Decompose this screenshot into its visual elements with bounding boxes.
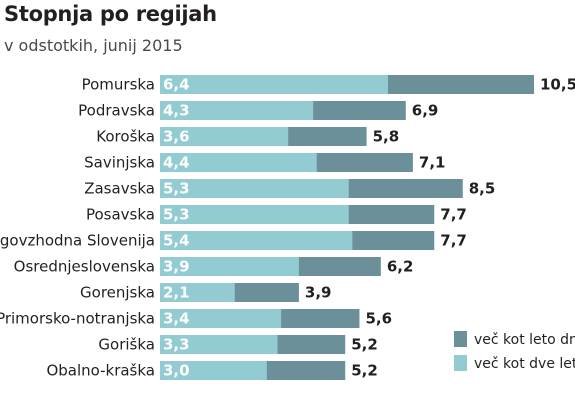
inner-value-label: 3,9 xyxy=(163,258,190,276)
inner-value-label: 5,3 xyxy=(163,206,190,224)
total-value-label: 10,5 xyxy=(540,76,575,94)
inner-value-label: 3,6 xyxy=(163,128,190,146)
legend-swatch-inner xyxy=(454,355,467,371)
total-value-label: 6,2 xyxy=(387,258,414,276)
bar-inner xyxy=(160,179,349,198)
category-label: Posavska xyxy=(86,206,155,224)
chart-title: Stopnja po regijah xyxy=(4,2,217,26)
total-value-label: 5,6 xyxy=(365,310,392,328)
inner-value-label: 2,1 xyxy=(163,284,190,302)
total-value-label: 3,9 xyxy=(305,284,332,302)
legend-swatch-total xyxy=(454,331,467,347)
total-value-label: 5,8 xyxy=(373,128,400,146)
inner-value-label: 6,4 xyxy=(163,76,190,94)
bar-inner xyxy=(160,153,317,172)
inner-value-label: 5,3 xyxy=(163,180,190,198)
category-label: Savinjska xyxy=(84,154,155,172)
total-value-label: 6,9 xyxy=(412,102,439,120)
category-label: Goriška xyxy=(98,336,155,354)
total-value-label: 7,7 xyxy=(440,232,467,250)
bar-inner xyxy=(160,335,278,354)
inner-value-label: 5,4 xyxy=(163,232,190,250)
inner-value-label: 3,0 xyxy=(163,362,190,380)
category-label: Podravska xyxy=(78,102,155,120)
inner-value-label: 4,4 xyxy=(163,154,190,172)
total-value-label: 7,7 xyxy=(440,206,467,224)
total-value-label: 5,2 xyxy=(351,336,378,354)
legend-label-total: več kot leto dni xyxy=(474,332,575,348)
bar-inner xyxy=(160,231,353,250)
category-label: Primorsko-notranjska xyxy=(0,310,155,328)
bar-inner xyxy=(160,257,299,276)
category-label: Zasavska xyxy=(84,180,155,198)
bar-inner xyxy=(160,205,349,224)
bar-inner xyxy=(160,283,235,302)
total-value-label: 7,1 xyxy=(419,154,446,172)
bar-inner xyxy=(160,101,314,120)
inner-value-label: 3,3 xyxy=(163,336,190,354)
total-value-label: 5,2 xyxy=(351,362,378,380)
inner-value-label: 4,3 xyxy=(163,102,190,120)
category-label: Osrednjeslovenska xyxy=(14,258,155,276)
total-value-label: 8,5 xyxy=(469,180,496,198)
bar-inner xyxy=(160,361,267,380)
category-label: Koroška xyxy=(96,128,155,146)
bar-inner xyxy=(160,309,282,328)
category-label: Pomurska xyxy=(82,76,155,94)
inner-value-label: 3,4 xyxy=(163,310,190,328)
category-label: Jugovzhodna Slovenija xyxy=(0,232,155,250)
legend-label-inner: več kot dve leti xyxy=(474,356,575,372)
bar-inner xyxy=(160,127,289,146)
bar-inner xyxy=(160,75,388,94)
category-label: Obalno-kraška xyxy=(46,362,155,380)
category-label: Gorenjska xyxy=(80,284,155,302)
chart-subtitle: v odstotkih, junij 2015 xyxy=(4,36,183,55)
